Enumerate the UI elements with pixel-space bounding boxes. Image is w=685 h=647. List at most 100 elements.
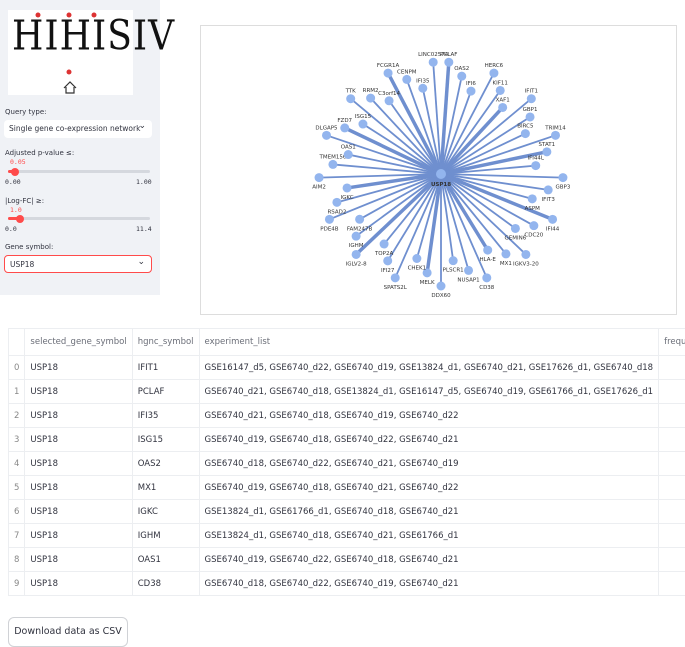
table-cell: GSE6740_d21, GSE6740_d18, GSE6740_d19, G… bbox=[199, 404, 659, 428]
table-cell: OAS2 bbox=[132, 452, 199, 476]
table-cell: 6 bbox=[9, 500, 25, 524]
table-cell: 7 bbox=[659, 380, 685, 404]
node bbox=[528, 194, 537, 203]
node-label: DDX60 bbox=[431, 293, 451, 299]
table-cell: 4 bbox=[9, 452, 25, 476]
node bbox=[489, 69, 498, 78]
table-cell: 7 bbox=[9, 524, 25, 548]
node-label: PDE4B bbox=[320, 226, 339, 232]
table-cell: PCLAF bbox=[132, 380, 199, 404]
table-cell: 4 bbox=[659, 500, 685, 524]
pvalue-label: Adjusted p-value ≤: bbox=[5, 149, 74, 157]
node bbox=[346, 94, 355, 103]
node-label: GEMIN6 bbox=[505, 235, 527, 241]
query-type-select[interactable]: Single gene co-expression network bbox=[4, 120, 152, 138]
table-cell: 4 bbox=[659, 404, 685, 428]
table-cell: 4 bbox=[659, 428, 685, 452]
table-cell: 3 bbox=[9, 428, 25, 452]
table-cell: USP18 bbox=[25, 500, 132, 524]
node-label: IFI35 bbox=[416, 78, 430, 84]
node-label: IGKV3-20 bbox=[513, 261, 539, 267]
node-label: IGLV2-8 bbox=[346, 261, 368, 267]
center-node bbox=[436, 169, 446, 179]
node-label: TMEM156 bbox=[319, 154, 347, 160]
table-cell: 4 bbox=[659, 524, 685, 548]
node-label: GBP1 bbox=[523, 107, 538, 113]
query-type-label: Query type: bbox=[5, 108, 47, 116]
column-header: experiment_list bbox=[199, 329, 659, 356]
node bbox=[402, 75, 411, 84]
table-cell: GSE6740_d21, GSE6740_d18, GSE13824_d1, G… bbox=[199, 380, 659, 404]
node bbox=[527, 94, 536, 103]
node-label: RRM2 bbox=[363, 88, 379, 94]
node bbox=[544, 185, 553, 194]
gene-select[interactable]: USP18 bbox=[4, 255, 152, 273]
node bbox=[352, 250, 361, 259]
node bbox=[355, 215, 364, 224]
node-label: LINC02574 bbox=[418, 52, 449, 58]
table-cell: IFIT1 bbox=[132, 356, 199, 380]
node bbox=[531, 161, 540, 170]
center-label: USP18 bbox=[431, 182, 451, 188]
node bbox=[429, 58, 438, 67]
node bbox=[466, 87, 475, 96]
pvalue-slider[interactable] bbox=[8, 170, 150, 173]
node-label: OAS2 bbox=[454, 66, 469, 72]
table-cell: 4 bbox=[659, 572, 685, 596]
node-label: NUSAP1 bbox=[457, 277, 479, 283]
table-cell: USP18 bbox=[25, 524, 132, 548]
column-header: frequency bbox=[659, 329, 685, 356]
logfc-slider[interactable] bbox=[8, 217, 150, 220]
pvalue-min: 0.00 bbox=[5, 178, 21, 186]
edge bbox=[441, 174, 469, 270]
table-cell: MX1 bbox=[132, 476, 199, 500]
table-cell: USP18 bbox=[25, 476, 132, 500]
table-cell: GSE6740_d18, GSE6740_d22, GSE6740_d21, G… bbox=[199, 452, 659, 476]
table-cell: GSE6740_d19, GSE6740_d22, GSE6740_d18, G… bbox=[199, 548, 659, 572]
node-label: IGKC bbox=[341, 195, 354, 201]
table-cell: 4 bbox=[659, 476, 685, 500]
node-label: RSAD2 bbox=[327, 209, 346, 215]
node-label: ISG15 bbox=[355, 114, 372, 120]
column-header: selected_gene_symbol bbox=[25, 329, 132, 356]
node-label: DLGAP5 bbox=[315, 125, 338, 131]
table-cell: USP18 bbox=[25, 404, 132, 428]
node bbox=[529, 221, 538, 230]
node bbox=[464, 266, 473, 275]
table-cell: GSE13824_d1, GSE61766_d1, GSE6740_d18, G… bbox=[199, 500, 659, 524]
node bbox=[340, 123, 349, 132]
logo-box: HIHISIV bbox=[8, 10, 133, 95]
node bbox=[501, 249, 510, 258]
node-label: C3orf14 bbox=[378, 91, 400, 97]
table-cell: GSE6740_d18, GSE6740_d22, GSE6740_d19, G… bbox=[199, 572, 659, 596]
node bbox=[526, 112, 535, 121]
table-cell: 2 bbox=[9, 404, 25, 428]
node-label: IFI27 bbox=[381, 268, 395, 274]
node bbox=[444, 58, 453, 67]
table-cell: USP18 bbox=[25, 428, 132, 452]
node bbox=[384, 69, 393, 78]
network-graph: PCLAFOAS2IFI6HERC6KIF11XAF1IFIT1GBP1BIRC… bbox=[200, 25, 677, 315]
table-cell: GSE16147_d5, GSE6740_d22, GSE6740_d19, G… bbox=[199, 356, 659, 380]
node bbox=[412, 254, 421, 263]
node-label: MELK bbox=[420, 280, 435, 286]
table-cell: OAS1 bbox=[132, 548, 199, 572]
logfc-max: 11.4 bbox=[136, 225, 152, 233]
pvalue-value: 0.05 bbox=[10, 158, 26, 166]
node bbox=[521, 129, 530, 138]
table-cell: GSE13824_d1, GSE6740_d18, GSE6740_d21, G… bbox=[199, 524, 659, 548]
table-cell: 4 bbox=[659, 548, 685, 572]
table-cell: IGHM bbox=[132, 524, 199, 548]
node-label: IGHM bbox=[349, 243, 364, 249]
table-cell: 4 bbox=[659, 452, 685, 476]
download-button[interactable]: Download data as CSV bbox=[8, 617, 128, 647]
node-label: MX1 bbox=[500, 261, 512, 267]
node bbox=[328, 160, 337, 169]
